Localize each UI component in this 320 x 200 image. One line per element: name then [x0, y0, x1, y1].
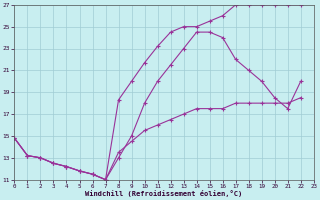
X-axis label: Windchill (Refroidissement éolien,°C): Windchill (Refroidissement éolien,°C) — [85, 190, 243, 197]
